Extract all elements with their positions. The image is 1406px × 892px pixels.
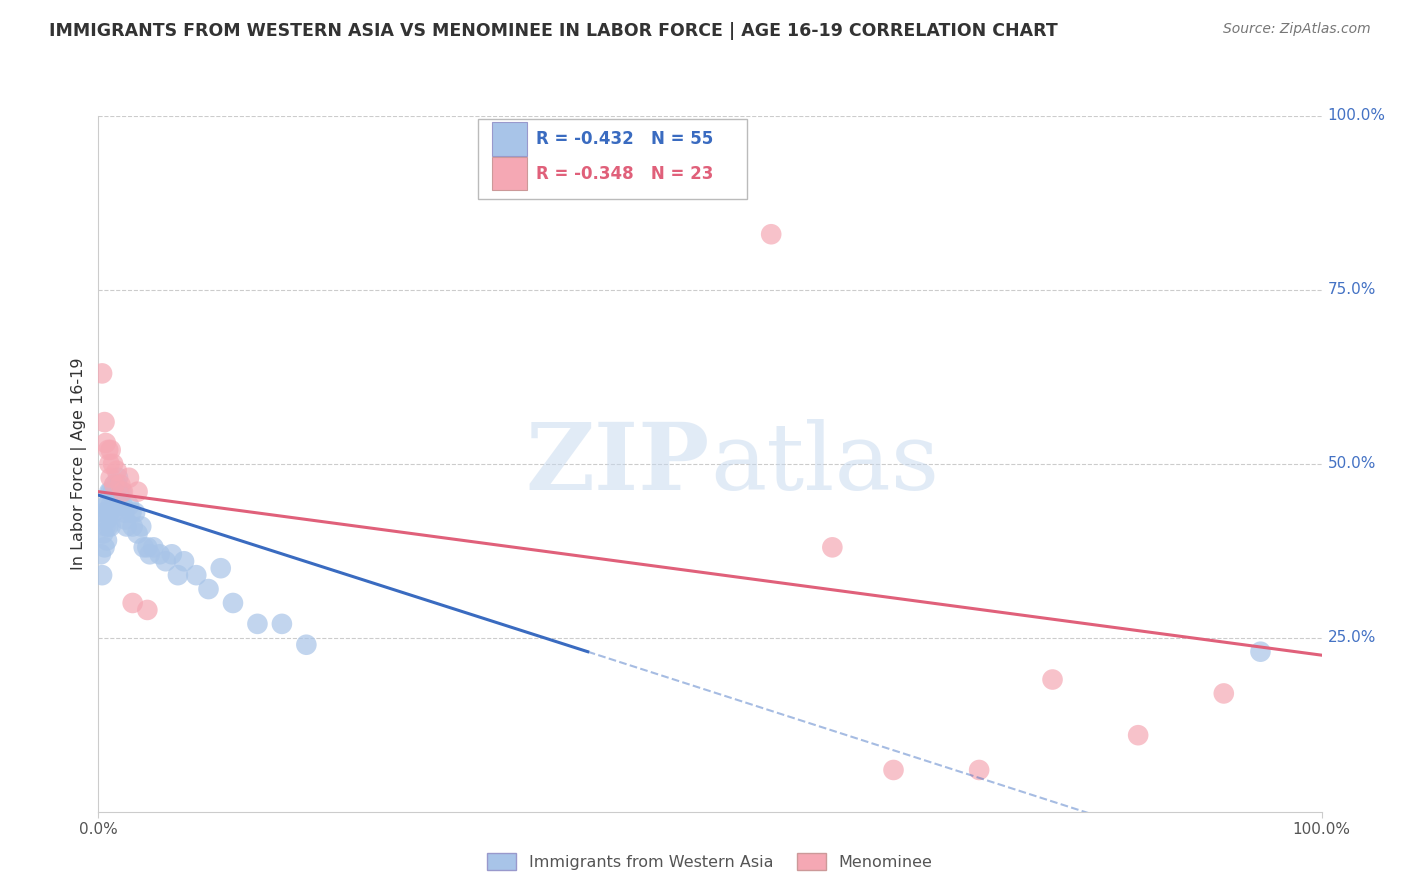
Point — [100, 519, 122, 533]
Point — [97, 442, 120, 457]
Point — [173, 554, 195, 568]
Point — [111, 499, 134, 513]
Point — [93, 541, 115, 555]
FancyBboxPatch shape — [492, 122, 527, 155]
Point — [883, 763, 905, 777]
Point — [94, 519, 117, 533]
Point — [103, 477, 125, 491]
Point — [111, 484, 134, 499]
FancyBboxPatch shape — [478, 120, 747, 200]
Point — [121, 596, 143, 610]
Point — [108, 484, 131, 499]
Text: IMMIGRANTS FROM WESTERN ASIA VS MENOMINEE IN LABOR FORCE | AGE 16-19 CORRELATION: IMMIGRANTS FROM WESTERN ASIA VS MENOMINE… — [49, 22, 1057, 40]
Point — [124, 506, 146, 520]
Point — [111, 484, 134, 499]
Point — [115, 519, 138, 533]
Point — [139, 547, 162, 561]
Point — [967, 763, 990, 777]
Point — [103, 499, 125, 513]
Text: 75.0%: 75.0% — [1327, 283, 1376, 297]
Point — [100, 499, 122, 513]
Point — [155, 554, 177, 568]
Point — [149, 547, 172, 561]
Point — [197, 582, 219, 596]
Point — [1249, 645, 1271, 659]
Point — [94, 436, 117, 450]
Point — [142, 541, 165, 555]
Point — [114, 512, 136, 526]
Point — [100, 442, 122, 457]
Point — [101, 457, 124, 471]
Text: 100.0%: 100.0% — [1327, 109, 1386, 123]
Point — [186, 568, 208, 582]
Point — [96, 512, 118, 526]
Point — [120, 506, 142, 520]
Point — [136, 603, 159, 617]
Point — [821, 541, 844, 555]
Point — [1042, 673, 1064, 687]
Point — [127, 484, 149, 499]
Text: atlas: atlas — [710, 419, 939, 508]
Text: 50.0%: 50.0% — [1327, 457, 1376, 471]
Point — [90, 547, 112, 561]
Point — [101, 484, 124, 499]
Point — [761, 227, 783, 242]
Point — [246, 616, 269, 631]
Legend: Immigrants from Western Asia, Menominee: Immigrants from Western Asia, Menominee — [481, 847, 939, 877]
Point — [110, 499, 132, 513]
Point — [295, 638, 318, 652]
Point — [107, 471, 129, 485]
Point — [270, 616, 294, 631]
Point — [97, 519, 120, 533]
Point — [105, 491, 128, 506]
Point — [100, 484, 122, 499]
Point — [100, 471, 122, 485]
Point — [93, 506, 115, 520]
Point — [129, 519, 152, 533]
Text: R = -0.432   N = 55: R = -0.432 N = 55 — [536, 130, 714, 148]
Point — [93, 415, 115, 429]
Point — [105, 464, 128, 478]
FancyBboxPatch shape — [492, 157, 527, 190]
Point — [94, 499, 117, 513]
Point — [209, 561, 232, 575]
Point — [136, 541, 159, 555]
Text: ZIP: ZIP — [526, 419, 710, 508]
Text: Source: ZipAtlas.com: Source: ZipAtlas.com — [1223, 22, 1371, 37]
Point — [127, 526, 149, 541]
Point — [1128, 728, 1150, 742]
Point — [104, 491, 127, 506]
Point — [98, 457, 121, 471]
Point — [121, 519, 143, 533]
Point — [98, 484, 121, 499]
Text: R = -0.348   N = 23: R = -0.348 N = 23 — [536, 165, 714, 183]
Point — [103, 477, 125, 491]
Point — [105, 477, 128, 491]
Point — [91, 526, 114, 541]
Point — [91, 367, 114, 381]
Point — [118, 471, 141, 485]
Point — [167, 568, 190, 582]
Point — [160, 547, 183, 561]
Point — [118, 499, 141, 513]
Point — [222, 596, 245, 610]
Point — [132, 541, 155, 555]
Point — [112, 506, 135, 520]
Y-axis label: In Labor Force | Age 16-19: In Labor Force | Age 16-19 — [72, 358, 87, 570]
Point — [91, 568, 114, 582]
Point — [110, 477, 132, 491]
Point — [96, 533, 118, 548]
Point — [96, 499, 118, 513]
Text: 25.0%: 25.0% — [1327, 631, 1376, 645]
Point — [1212, 686, 1234, 700]
Point — [101, 506, 124, 520]
Point — [98, 506, 121, 520]
Point — [97, 506, 120, 520]
